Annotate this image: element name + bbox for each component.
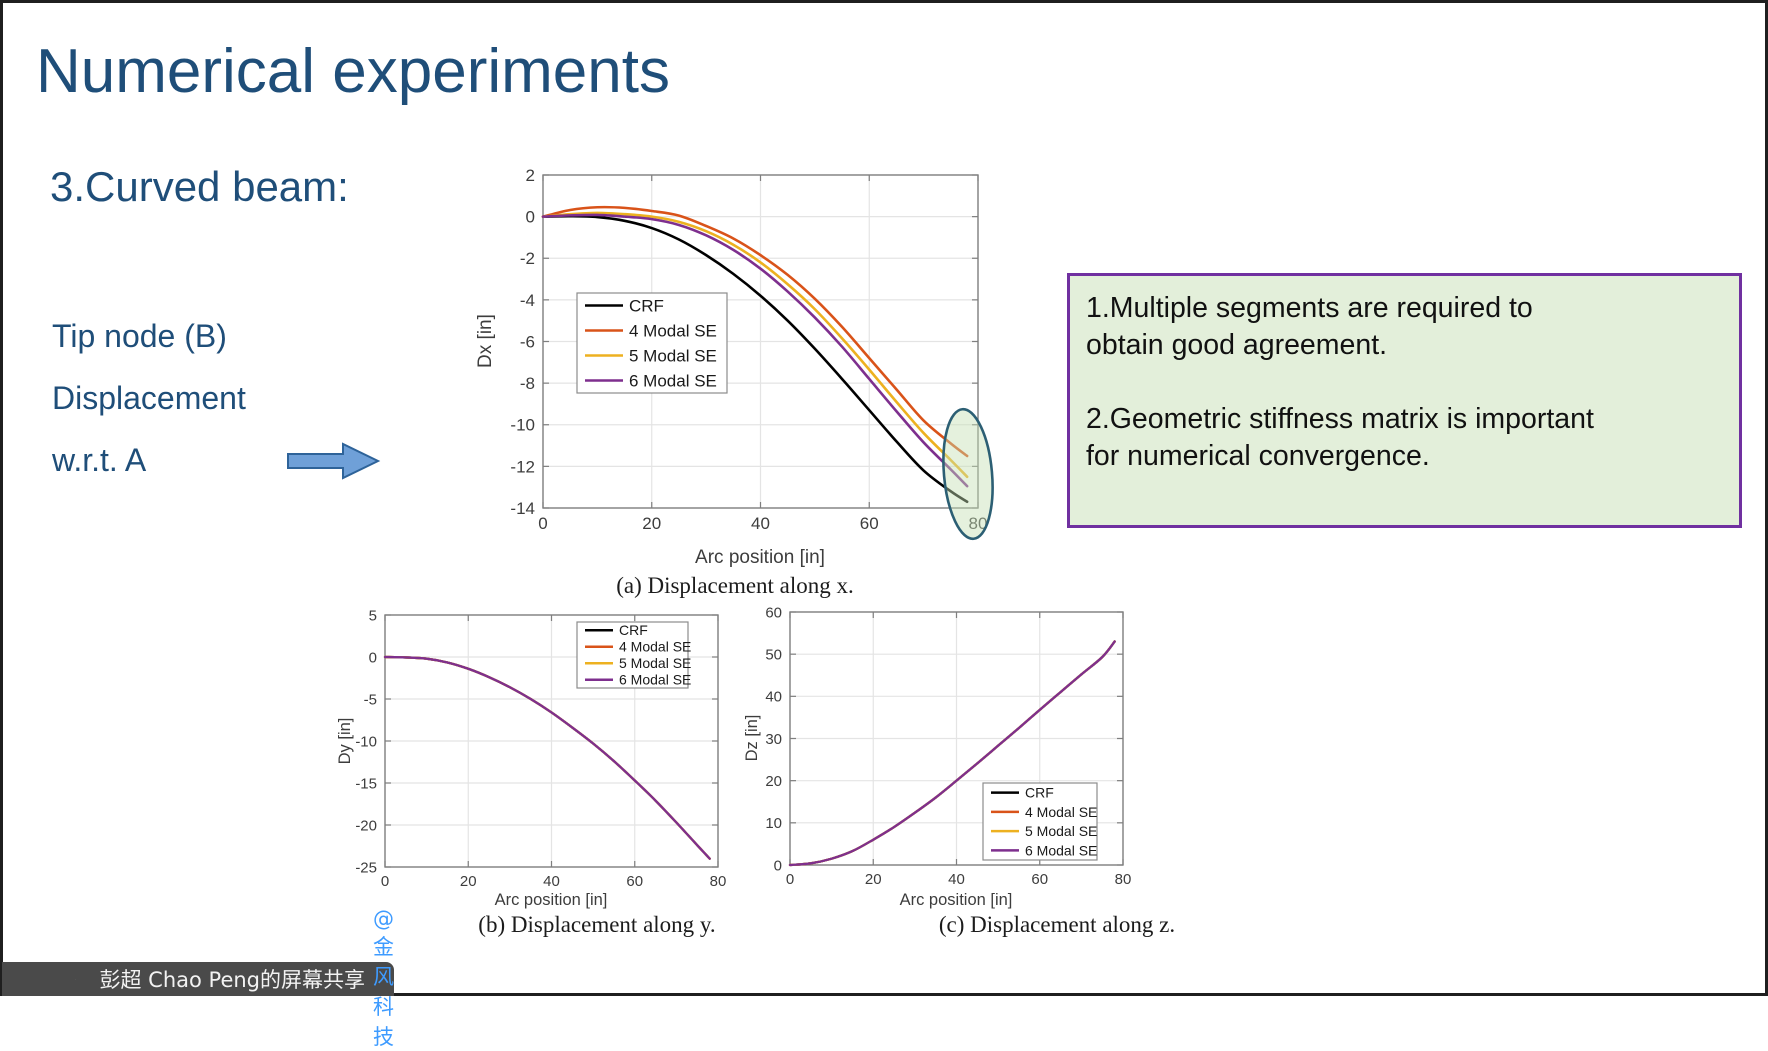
notes-item-2: 2.Geometric stiffness matrix is importan…: [1086, 401, 1723, 475]
y-axis-label: Dz [in]: [743, 715, 761, 762]
section-heading: 3.Curved beam:: [50, 163, 349, 211]
legend-label: 5 Modal SE: [629, 346, 717, 365]
legend-label: 6 Modal SE: [619, 672, 691, 688]
legend-label: CRF: [619, 622, 648, 638]
x-tick-label: 0: [538, 514, 547, 533]
y-tick-label: 2: [526, 166, 535, 185]
legend-label: 6 Modal SE: [1025, 842, 1097, 858]
left-text-line: w.r.t. A: [52, 442, 146, 479]
legend-label: 6 Modal SE: [629, 371, 717, 390]
x-tick-label: 40: [751, 514, 770, 533]
y-tick-label: -4: [520, 291, 535, 310]
y-tick-label: -10: [510, 416, 535, 435]
y-tick-label: 60: [765, 604, 782, 621]
y-tick-label: -12: [510, 457, 535, 476]
screen-share-toolbar: 彭超 Chao Peng的屏幕共享 @金风科技: [2, 962, 394, 996]
y-tick-label: -25: [355, 859, 377, 876]
x-axis-label: Arc position [in]: [900, 891, 1013, 909]
y-tick-label: -10: [355, 733, 377, 750]
legend-label: CRF: [1025, 785, 1054, 801]
y-tick-label: 50: [765, 646, 782, 663]
x-axis-label: Arc position [in]: [495, 891, 608, 909]
y-tick-label: -15: [355, 775, 377, 792]
x-axis-label: Arc position [in]: [695, 547, 825, 568]
legend-label: CRF: [629, 296, 664, 315]
caption-b: (b) Displacement along y.: [387, 912, 807, 938]
y-tick-label: 5: [369, 607, 377, 624]
y-axis-label: Dx [in]: [475, 314, 496, 368]
y-tick-label: 30: [765, 731, 782, 748]
y-axis-label: Dy [in]: [336, 718, 354, 765]
x-tick-label: 80: [1115, 871, 1132, 888]
right-arrow-icon: [287, 441, 381, 481]
caption-c: (c) Displacement along z.: [847, 912, 1267, 938]
x-tick-label: 60: [626, 873, 643, 890]
notes-item-1: 1.Multiple segments are required to obta…: [1086, 290, 1723, 364]
left-text-line: Displacement: [52, 380, 246, 417]
page-title: Numerical experiments: [36, 36, 670, 107]
x-tick-label: 40: [948, 871, 965, 888]
x-tick-label: 40: [543, 873, 560, 890]
share-label: 彭超 Chao Peng的屏幕共享: [99, 964, 365, 994]
legend-label: 5 Modal SE: [619, 655, 691, 671]
x-tick-label: 20: [460, 873, 477, 890]
y-tick-label: 0: [774, 857, 782, 874]
y-tick-label: 0: [369, 649, 377, 666]
x-tick-label: 0: [786, 871, 794, 888]
y-tick-label: -6: [520, 332, 535, 351]
y-tick-label: 40: [765, 689, 782, 706]
chart-c-displacement-z: 0 20 40 60 80 0 10 20 30 40 50 60 Arc position [in] D…: [700, 595, 1180, 930]
legend-label: 4 Modal SE: [619, 639, 691, 655]
y-tick-label: 0: [526, 208, 535, 227]
y-tick-label: 20: [765, 773, 782, 790]
y-tick-label: -8: [520, 374, 535, 393]
legend-label: 5 Modal SE: [1025, 823, 1097, 839]
y-tick-label: -5: [364, 691, 377, 708]
y-tick-label: -20: [355, 817, 377, 834]
caption-a: (a) Displacement along x.: [525, 573, 945, 599]
legend-label: 4 Modal SE: [629, 321, 717, 340]
y-tick-label: -14: [510, 499, 535, 518]
notes-box: 1.Multiple segments are required to obta…: [1067, 273, 1742, 528]
share-mention-link[interactable]: @金风科技: [373, 907, 394, 1051]
x-tick-label: 0: [381, 873, 389, 890]
y-tick-label: 10: [765, 815, 782, 832]
x-tick-label: 60: [860, 514, 879, 533]
legend-label: 4 Modal SE: [1025, 804, 1097, 820]
x-tick-label: 60: [1031, 871, 1048, 888]
y-tick-label: -2: [520, 249, 535, 268]
x-tick-label: 20: [642, 514, 661, 533]
x-tick-label: 20: [865, 871, 882, 888]
highlight-ellipse-annotation: [938, 407, 997, 541]
left-text-line: Tip node (B): [52, 318, 227, 355]
